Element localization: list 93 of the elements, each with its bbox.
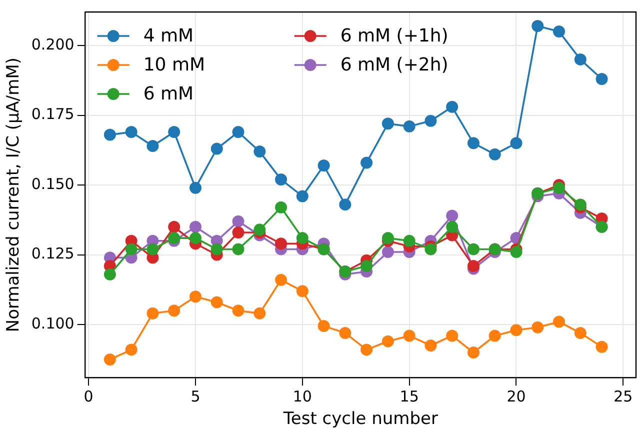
point	[467, 137, 480, 150]
point	[403, 330, 416, 342]
point	[446, 100, 458, 113]
point	[574, 53, 586, 66]
point	[125, 243, 138, 256]
point	[210, 142, 223, 155]
point	[275, 238, 288, 250]
point	[446, 220, 458, 233]
point	[275, 274, 288, 286]
point	[424, 340, 437, 352]
point	[104, 128, 116, 141]
point	[254, 307, 266, 320]
point	[168, 220, 180, 233]
point	[553, 26, 566, 38]
point	[104, 353, 116, 366]
point	[296, 285, 308, 298]
point	[125, 126, 138, 138]
point	[382, 118, 394, 130]
point	[596, 72, 608, 85]
point	[146, 140, 159, 152]
point	[104, 268, 116, 280]
point	[510, 324, 522, 336]
point	[232, 215, 244, 228]
point	[532, 321, 544, 334]
point	[510, 246, 522, 258]
point	[254, 224, 266, 236]
y-tick-label: 0.200	[31, 35, 74, 54]
point	[403, 120, 416, 132]
point	[424, 114, 437, 127]
point	[382, 232, 394, 244]
point	[574, 326, 586, 339]
point	[232, 126, 244, 138]
point	[232, 226, 244, 238]
point	[574, 198, 586, 211]
point	[210, 296, 223, 308]
point	[189, 290, 202, 303]
point	[488, 148, 501, 160]
point	[318, 320, 330, 332]
x-tick-label: 20	[506, 387, 526, 406]
point	[125, 344, 138, 356]
point	[467, 346, 480, 358]
legend-label: 6 mM	[143, 84, 194, 105]
point	[210, 243, 223, 256]
x-tick-label: 15	[400, 387, 419, 406]
point	[553, 182, 566, 194]
point	[189, 232, 202, 244]
point	[254, 146, 266, 158]
point	[467, 260, 480, 272]
point	[275, 173, 288, 186]
point	[360, 260, 373, 272]
point	[339, 198, 352, 211]
point	[275, 201, 288, 214]
point	[553, 316, 566, 328]
point	[446, 210, 458, 222]
point	[232, 243, 244, 256]
x-tick-label: 10	[292, 387, 312, 406]
legend-label: 6 mM (+2h)	[340, 54, 448, 76]
point	[189, 220, 202, 233]
x-tick-label: 5	[190, 387, 200, 406]
point	[488, 330, 501, 342]
point	[296, 232, 308, 244]
point	[360, 344, 373, 356]
point	[189, 182, 202, 194]
point	[168, 232, 180, 244]
y-tick-label: 0.125	[31, 244, 74, 263]
y-tick-label: 0.150	[31, 174, 74, 193]
x-tick-label: 25	[614, 387, 633, 406]
y-tick-label: 0.175	[31, 105, 74, 124]
x-axis-title: Test cycle number	[282, 409, 438, 430]
x-tick-label: 0	[84, 387, 94, 406]
point	[467, 243, 480, 256]
point	[446, 330, 458, 342]
point	[360, 156, 373, 169]
y-tick-label: 0.100	[31, 314, 74, 332]
point	[382, 246, 394, 258]
legend-label: 4 mM	[143, 26, 194, 47]
point	[510, 137, 522, 150]
point	[596, 340, 608, 353]
point	[532, 20, 544, 32]
point	[403, 234, 416, 247]
point	[168, 126, 180, 138]
legend-label: 6 mM (+1h)	[340, 26, 448, 47]
point	[232, 304, 244, 317]
point	[339, 326, 352, 339]
point	[382, 335, 394, 348]
point	[318, 159, 330, 172]
point	[424, 243, 437, 256]
point	[168, 304, 180, 317]
point	[146, 307, 159, 320]
point	[296, 190, 308, 202]
legend-label: 10 mM	[143, 54, 206, 76]
y-axis-title: Normalized current, I/C (μA/mM)	[4, 57, 24, 332]
point	[146, 243, 159, 256]
